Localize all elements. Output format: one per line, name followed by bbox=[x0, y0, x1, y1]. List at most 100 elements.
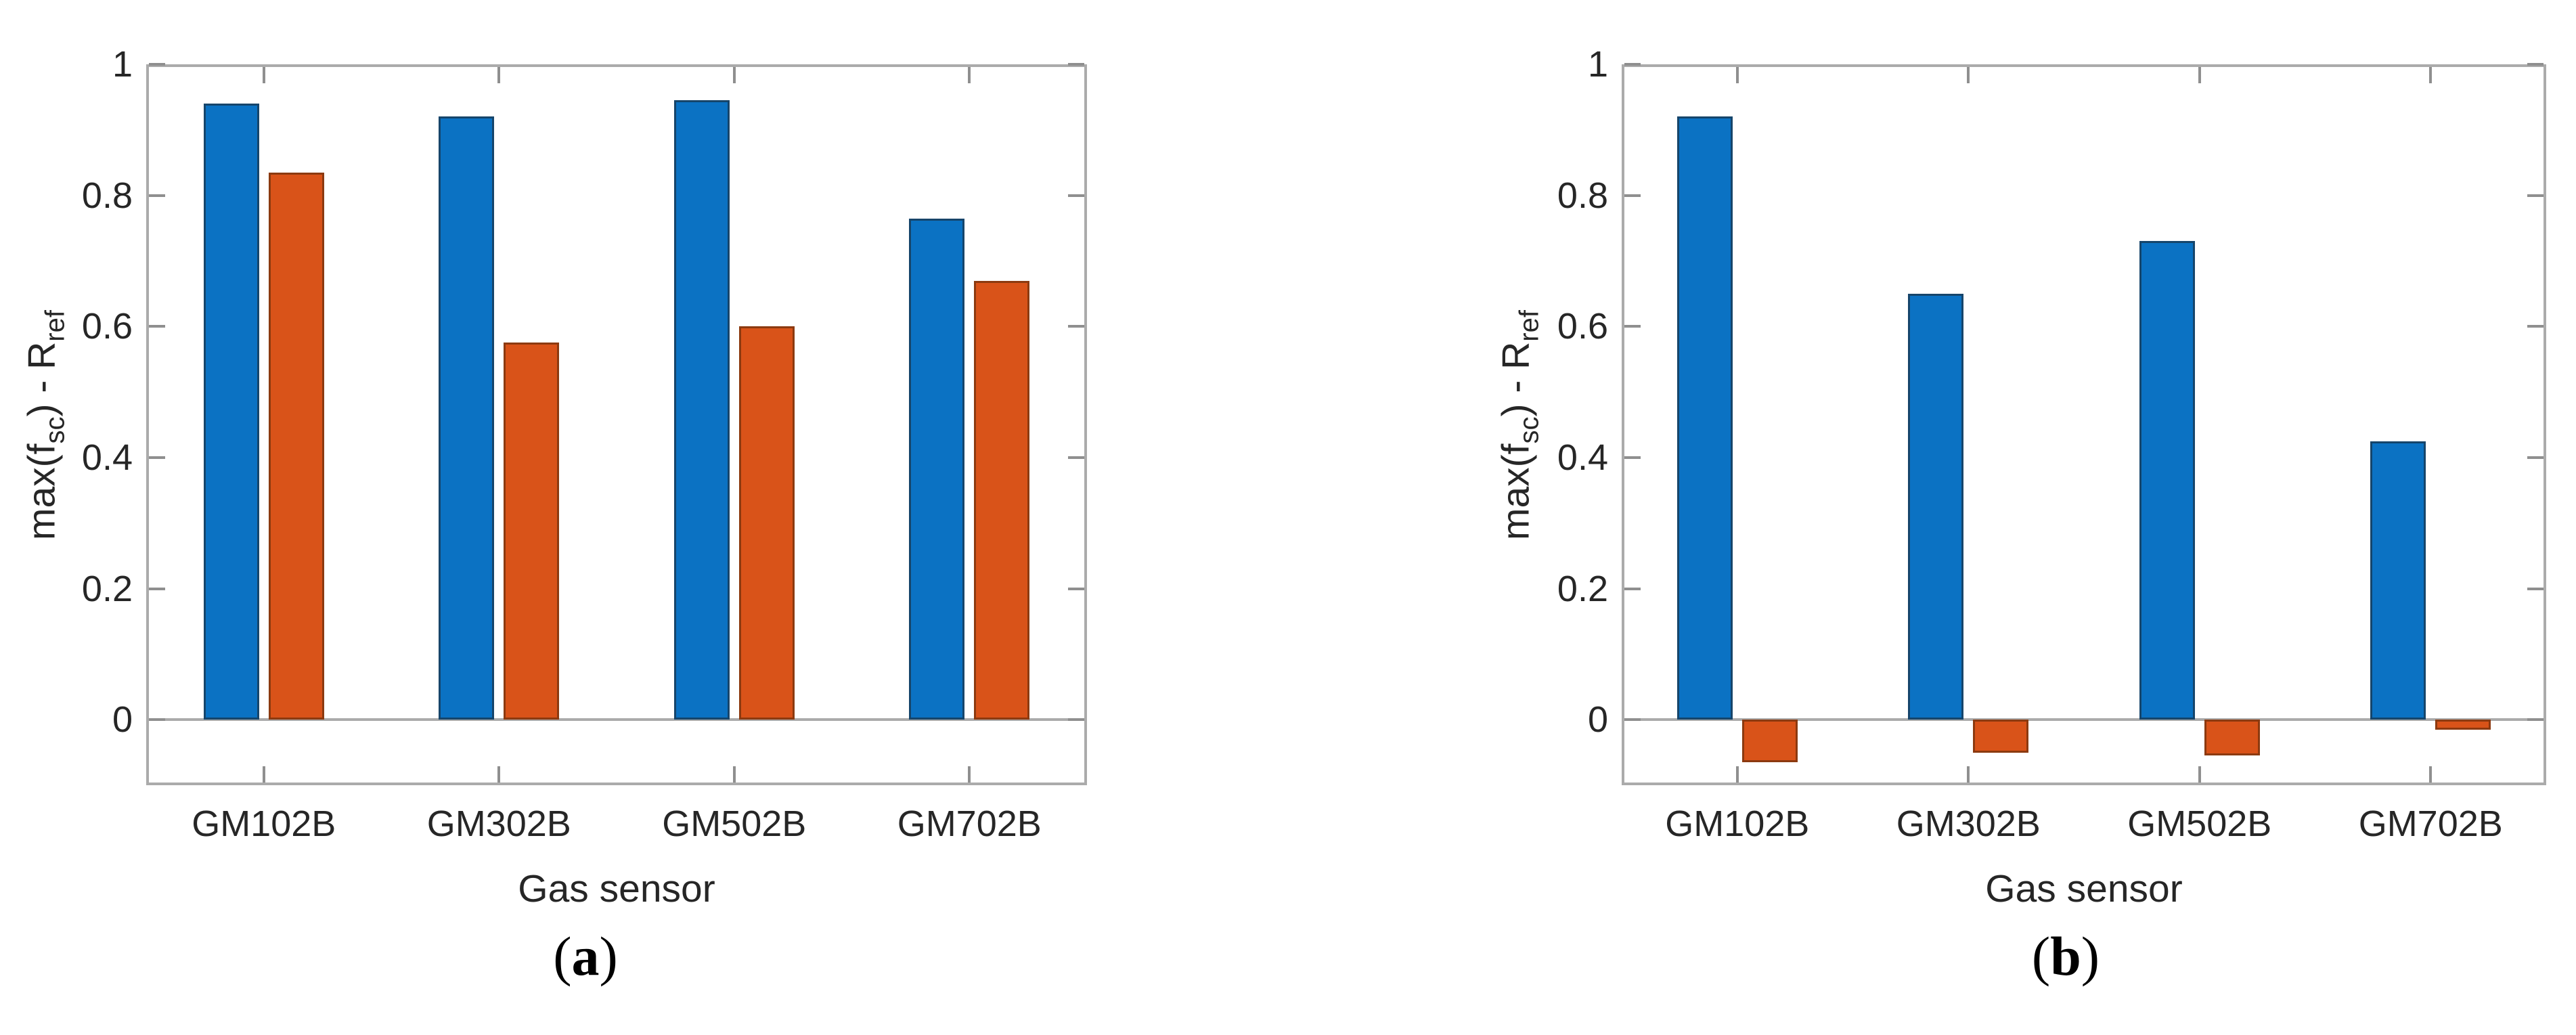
bar-GM502B-blue bbox=[2139, 241, 2195, 720]
bar-GM302B-orange bbox=[504, 343, 560, 720]
x-axis-label: Gas sensor bbox=[518, 867, 715, 910]
x-tick-mark bbox=[2198, 67, 2201, 83]
y-tick-mark bbox=[1624, 718, 1641, 722]
y-tick-mark bbox=[2527, 587, 2544, 590]
panel-caption-b: (b) bbox=[2032, 929, 2100, 984]
y-axis-tick-label: 0 bbox=[1587, 699, 1608, 741]
bar-GM502B-orange bbox=[738, 326, 795, 720]
x-tick-mark bbox=[968, 67, 971, 83]
bar-GM302B-blue bbox=[439, 116, 495, 720]
bar-GM702B-blue bbox=[909, 218, 965, 720]
y-tick-mark bbox=[1624, 587, 1641, 590]
plot-box bbox=[146, 64, 1087, 785]
x-tick-mark bbox=[262, 766, 265, 783]
y-tick-mark bbox=[2527, 456, 2544, 459]
y-axis-label: max(fsc) - Rref bbox=[1494, 310, 1545, 540]
y-tick-mark bbox=[149, 587, 165, 590]
zero-baseline bbox=[1622, 718, 2546, 722]
x-tick-mark bbox=[2429, 766, 2433, 783]
y-axis-tick-label: 0.8 bbox=[1557, 175, 1608, 216]
y-axis-tick-label: 0.8 bbox=[81, 175, 133, 216]
caption-letter: b bbox=[2050, 925, 2081, 987]
y-axis-tick-label: 0.2 bbox=[1557, 568, 1608, 609]
y-axis-tick-label: 1 bbox=[1587, 44, 1608, 85]
x-axis-tick-label: GM102B bbox=[192, 803, 336, 844]
y-axis-tick-label: 0.6 bbox=[81, 306, 133, 347]
y-tick-mark bbox=[2527, 63, 2544, 66]
y-tick-mark bbox=[1068, 63, 1084, 66]
y-axis-tick-label: 0.2 bbox=[81, 568, 133, 609]
bar-GM702B-orange bbox=[974, 280, 1030, 720]
y-axis-tick-label: 1 bbox=[112, 44, 133, 85]
y-tick-mark bbox=[1624, 194, 1641, 197]
y-tick-mark bbox=[1068, 587, 1084, 590]
x-axis-tick-label: GM702B bbox=[2358, 803, 2503, 844]
x-axis-tick-label: GM102B bbox=[1665, 803, 1810, 844]
y-axis-label-text: max(f bbox=[20, 443, 64, 540]
caption-paren-open: ( bbox=[553, 925, 572, 987]
bar-GM102B-orange bbox=[1741, 720, 1798, 763]
bar-GM502B-blue bbox=[673, 100, 730, 720]
y-axis-label-subscript: ref bbox=[1514, 309, 1545, 342]
caption-paren-close: ) bbox=[2081, 925, 2100, 987]
zero-baseline bbox=[146, 718, 1087, 722]
y-axis-label-subscript: sc bbox=[1514, 416, 1545, 443]
y-tick-mark bbox=[1624, 456, 1641, 459]
y-axis-label-text: ) - R bbox=[20, 341, 64, 416]
bar-GM502B-orange bbox=[2204, 720, 2260, 756]
y-axis-tick-label: 0.4 bbox=[1557, 437, 1608, 478]
y-tick-mark bbox=[1068, 456, 1084, 459]
y-axis-label-subscript: sc bbox=[40, 416, 70, 443]
y-tick-mark bbox=[149, 325, 165, 328]
y-tick-mark bbox=[1068, 325, 1084, 328]
x-tick-mark bbox=[497, 67, 501, 83]
bar-GM302B-blue bbox=[1908, 293, 1964, 720]
y-axis-tick-label: 0 bbox=[112, 699, 133, 741]
panel-caption-a: (a) bbox=[553, 929, 618, 984]
y-tick-mark bbox=[2527, 194, 2544, 197]
y-axis-label-text: ) - R bbox=[1494, 341, 1538, 416]
y-tick-mark bbox=[149, 456, 165, 459]
x-tick-mark bbox=[497, 766, 501, 783]
x-tick-mark bbox=[262, 67, 265, 83]
caption-letter: a bbox=[571, 925, 600, 987]
y-tick-mark bbox=[1068, 194, 1084, 197]
y-axis-label-subscript: ref bbox=[40, 309, 70, 342]
y-tick-mark bbox=[1068, 718, 1084, 722]
bar-GM102B-blue bbox=[203, 104, 259, 720]
y-axis-label-text: max(f bbox=[1494, 443, 1538, 540]
x-tick-mark bbox=[732, 67, 736, 83]
plot-box bbox=[1622, 64, 2546, 785]
x-axis-tick-label: GM502B bbox=[2127, 803, 2272, 844]
y-tick-mark bbox=[1624, 63, 1641, 66]
bar-GM702B-orange bbox=[2435, 720, 2491, 730]
x-axis-tick-label: GM502B bbox=[662, 803, 807, 844]
y-tick-mark bbox=[2527, 718, 2544, 722]
bar-GM302B-orange bbox=[1973, 720, 2029, 753]
x-tick-mark bbox=[2429, 67, 2433, 83]
x-tick-mark bbox=[968, 766, 971, 783]
y-tick-mark bbox=[149, 194, 165, 197]
x-tick-mark bbox=[1735, 766, 1739, 783]
caption-paren-close: ) bbox=[599, 925, 618, 987]
y-tick-mark bbox=[149, 718, 165, 722]
y-tick-mark bbox=[149, 63, 165, 66]
y-tick-mark bbox=[1624, 325, 1641, 328]
x-tick-mark bbox=[1967, 766, 1970, 783]
bar-GM102B-blue bbox=[1676, 116, 1733, 720]
x-axis-tick-label: GM702B bbox=[897, 803, 1042, 844]
y-axis-tick-label: 0.6 bbox=[1557, 306, 1608, 347]
x-tick-mark bbox=[1967, 67, 1970, 83]
x-axis-label: Gas sensor bbox=[1985, 867, 2183, 910]
bar-GM102B-orange bbox=[268, 172, 324, 720]
bar-GM702B-blue bbox=[2370, 441, 2426, 720]
x-axis-tick-label: GM302B bbox=[426, 803, 571, 844]
y-axis-tick-label: 0.4 bbox=[81, 437, 133, 478]
x-tick-mark bbox=[2198, 766, 2201, 783]
x-tick-mark bbox=[1735, 67, 1739, 83]
caption-paren-open: ( bbox=[2031, 925, 2051, 987]
x-axis-tick-label: GM302B bbox=[1896, 803, 2041, 844]
y-tick-mark bbox=[2527, 325, 2544, 328]
